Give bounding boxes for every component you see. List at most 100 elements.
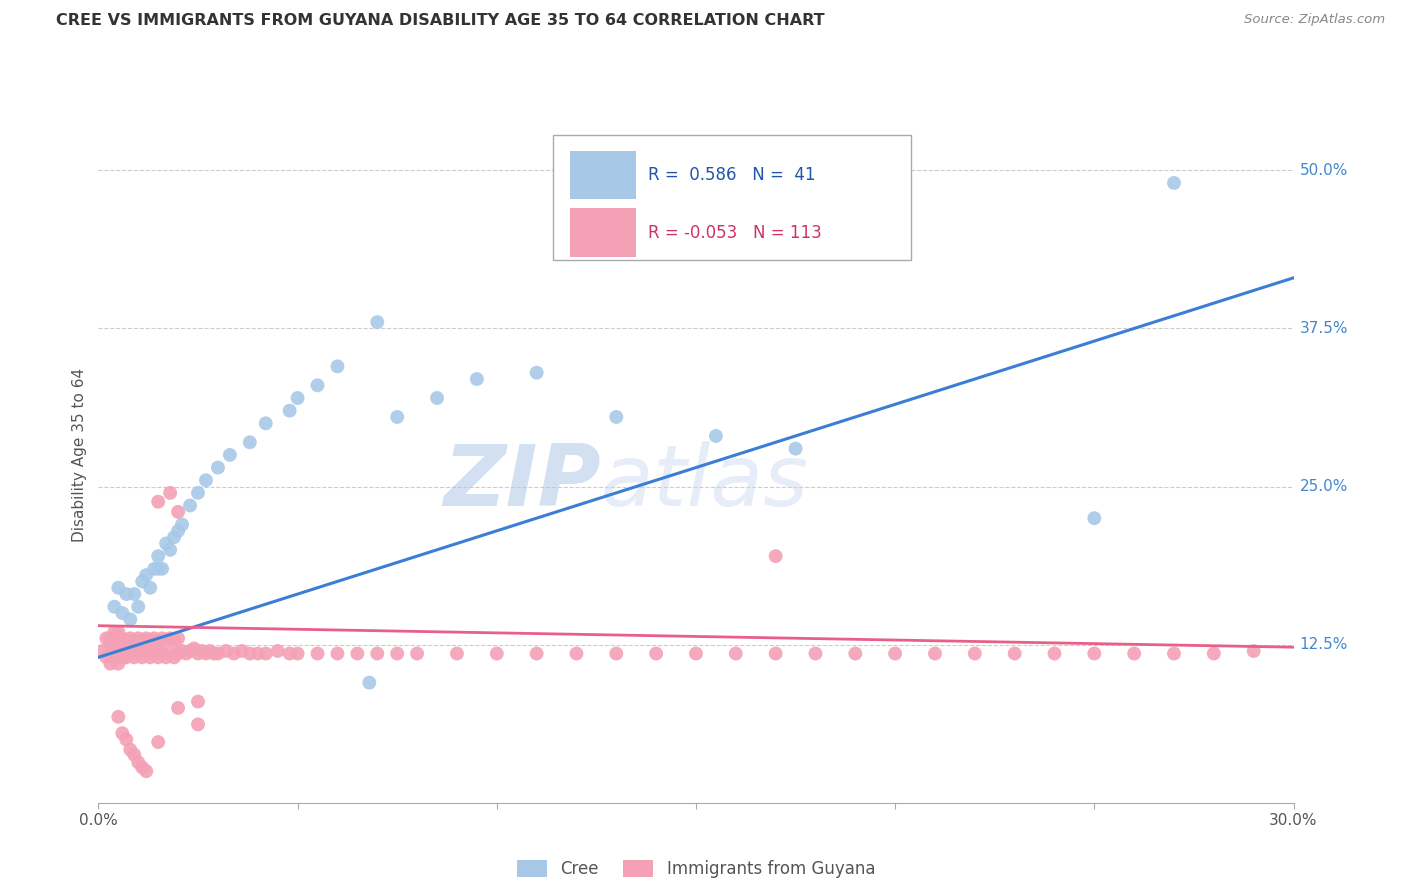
Point: [135, 644, 157, 658]
Point: [127, 644, 149, 658]
Text: R =  0.586   N =  41: R = 0.586 N = 41: [648, 166, 815, 184]
Point: [148, 641, 170, 656]
Point: [111, 606, 134, 620]
Point: [159, 542, 181, 557]
Point: [139, 641, 162, 656]
Point: [704, 429, 727, 443]
Point: [366, 647, 388, 661]
Point: [107, 581, 129, 595]
Point: [765, 549, 787, 563]
Point: [96, 632, 118, 646]
Text: 25.0%: 25.0%: [1299, 479, 1348, 494]
Bar: [571, 208, 637, 257]
Point: [194, 647, 218, 661]
Text: 50.0%: 50.0%: [1299, 163, 1348, 178]
Point: [565, 647, 588, 661]
Point: [163, 650, 186, 665]
Point: [148, 650, 170, 665]
FancyBboxPatch shape: [553, 135, 911, 260]
Point: [963, 647, 986, 661]
Point: [1083, 647, 1105, 661]
Point: [1083, 511, 1105, 525]
Point: [103, 638, 125, 652]
Point: [267, 644, 290, 658]
Point: [1243, 644, 1265, 658]
Text: 12.5%: 12.5%: [1299, 637, 1348, 652]
Point: [924, 647, 946, 661]
Point: [167, 701, 190, 715]
Point: [179, 499, 201, 513]
Point: [131, 760, 153, 774]
Point: [131, 650, 153, 665]
Point: [135, 632, 157, 646]
Point: [150, 562, 173, 576]
Point: [148, 735, 170, 749]
Point: [172, 644, 194, 658]
Point: [96, 650, 118, 665]
Point: [1123, 647, 1146, 661]
Point: [167, 524, 190, 538]
Point: [139, 633, 162, 648]
Point: [107, 625, 129, 640]
Legend: Cree, Immigrants from Guyana: Cree, Immigrants from Guyana: [510, 854, 882, 885]
Point: [115, 650, 138, 665]
Point: [239, 435, 262, 450]
Point: [326, 359, 349, 374]
Point: [91, 644, 114, 658]
Point: [131, 641, 153, 656]
Point: [111, 644, 134, 658]
Point: [148, 633, 170, 648]
Point: [724, 647, 747, 661]
Point: [307, 378, 329, 392]
Point: [135, 568, 157, 582]
Point: [645, 647, 668, 661]
Point: [187, 647, 209, 661]
Point: [115, 641, 138, 656]
Point: [159, 647, 181, 661]
Point: [246, 647, 269, 661]
Point: [107, 710, 129, 724]
Point: [120, 644, 142, 658]
Point: [115, 587, 138, 601]
Point: [148, 549, 170, 563]
Point: [179, 644, 201, 658]
Point: [254, 647, 277, 661]
Point: [148, 494, 170, 508]
Point: [150, 632, 173, 646]
Point: [426, 391, 449, 405]
Point: [685, 647, 707, 661]
Point: [278, 647, 301, 661]
Point: [278, 403, 301, 417]
Point: [120, 742, 142, 756]
Point: [127, 756, 149, 770]
Point: [465, 372, 488, 386]
Point: [183, 641, 205, 656]
Point: [163, 530, 186, 544]
Bar: [571, 151, 637, 199]
Point: [111, 650, 134, 665]
Point: [98, 657, 122, 671]
Point: [131, 574, 153, 589]
Point: [1163, 647, 1185, 661]
Point: [359, 675, 381, 690]
Point: [385, 647, 409, 661]
Point: [111, 726, 134, 740]
Point: [187, 695, 209, 709]
Point: [115, 732, 138, 747]
Point: [191, 644, 214, 658]
Point: [222, 647, 245, 661]
Point: [98, 638, 122, 652]
Point: [107, 657, 129, 671]
Text: R = -0.053   N = 113: R = -0.053 N = 113: [648, 224, 823, 242]
Point: [120, 632, 142, 646]
Point: [155, 633, 177, 648]
Point: [167, 647, 190, 661]
Point: [446, 647, 468, 661]
Point: [366, 315, 388, 329]
Point: [124, 650, 146, 665]
Point: [385, 409, 409, 424]
Point: [103, 650, 125, 665]
Point: [163, 633, 186, 648]
Point: [202, 647, 225, 661]
Point: [155, 650, 177, 665]
